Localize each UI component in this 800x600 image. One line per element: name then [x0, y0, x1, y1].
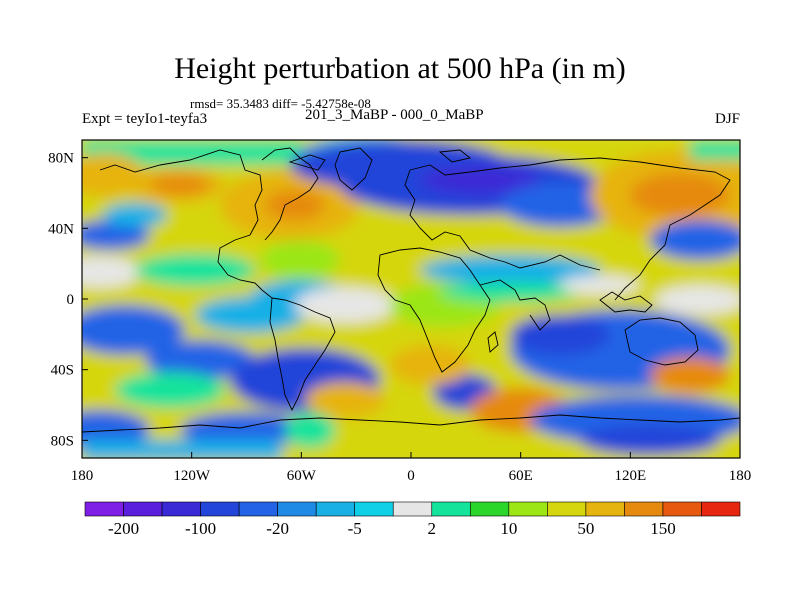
colorbar-swatch	[315, 501, 356, 517]
colorbar-label: 50	[577, 519, 594, 538]
lon-tick-label: 120E	[614, 468, 646, 484]
map-title: Height perturbation at 500 hPa (in m)	[174, 52, 626, 85]
lat-tick-label: 40N	[48, 221, 74, 237]
colorbar-swatch	[508, 501, 548, 517]
latitude-axis: 80N 40N 0 40S 80S	[48, 151, 88, 449]
coastlines	[82, 147, 740, 433]
colorbar-swatch	[84, 501, 124, 517]
colorbar: -200 -100 -20 -5 2 10 50 150	[84, 501, 741, 538]
lon-tick-label: 120W	[173, 468, 211, 484]
colorbar-swatch	[161, 501, 201, 517]
colorbar-swatch	[469, 501, 510, 517]
colorbar-swatch	[431, 501, 471, 517]
colorbar-swatch	[662, 501, 702, 517]
lon-tick-label: 180	[71, 468, 94, 484]
lon-tick-label: 0	[407, 468, 415, 484]
colorbar-swatch	[354, 501, 394, 517]
colorbar-label: -5	[348, 519, 362, 538]
lat-tick-label: 40S	[51, 363, 74, 379]
colorbar-swatch	[624, 501, 664, 517]
lat-tick-label: 80S	[51, 433, 74, 449]
colorbar-label: -20	[266, 519, 289, 538]
period-label: 201_3_MaBP - 000_0_MaBP	[305, 107, 484, 123]
colorbar-label: -200	[108, 519, 139, 538]
colorbar-swatch	[238, 501, 278, 517]
lon-tick-label: 60W	[287, 468, 317, 484]
lat-tick-label: 80N	[48, 151, 74, 167]
lat-tick-label: 0	[67, 292, 75, 308]
colorbar-swatch	[701, 501, 741, 517]
contour-field	[82, 140, 740, 458]
experiment-label: Expt = teyIo1-teyfa3	[82, 111, 208, 127]
colorbar-swatch	[277, 501, 317, 517]
colorbar-swatch	[547, 501, 587, 517]
lon-tick-label: 60E	[509, 468, 533, 484]
colorbar-label: 2	[428, 519, 437, 538]
colorbar-swatch	[585, 501, 625, 517]
lon-tick-label: 180	[729, 468, 752, 484]
longitude-axis: 180 120W 60W 0 60E 120E 180	[71, 452, 752, 484]
season-label: DJF	[714, 111, 740, 127]
colorbar-swatch	[392, 501, 433, 517]
rmsd-diff-stats: rmsd= 35.3483 diff= -5.42758e-08	[190, 96, 371, 111]
colorbar-label: 150	[650, 519, 676, 538]
colorbar-label: -100	[185, 519, 216, 538]
colorbar-swatch	[200, 501, 240, 517]
colorbar-swatch	[123, 501, 163, 517]
colorbar-label: 10	[500, 519, 517, 538]
